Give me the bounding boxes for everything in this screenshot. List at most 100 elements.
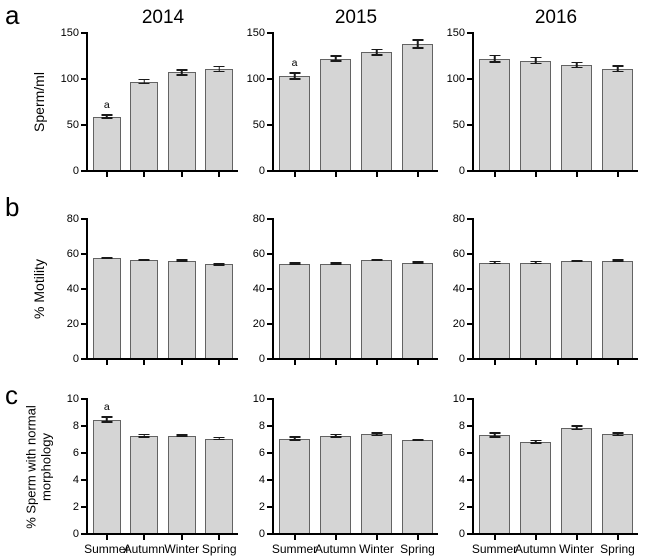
x-tick-mark bbox=[218, 360, 221, 365]
error-bar bbox=[371, 258, 382, 262]
x-tick-mark bbox=[493, 172, 496, 177]
chart-panel-a-0: Sperm/ml 0 50 100 150 2014 a bbox=[26, 0, 238, 192]
error-bar-cap-bottom bbox=[138, 82, 150, 85]
y-tick-mark bbox=[267, 78, 272, 80]
x-tick-mark bbox=[218, 535, 221, 540]
y-tick-mark bbox=[467, 533, 472, 535]
error-bar-cap-top bbox=[612, 259, 623, 261]
x-tick-mark bbox=[493, 535, 496, 540]
error-bar-cap-bottom bbox=[530, 62, 541, 65]
x-tick-mark bbox=[334, 360, 337, 365]
x-tick-mark bbox=[375, 360, 378, 365]
y-axis: 0 2 4 6 8 10 bbox=[52, 393, 86, 539]
error-bar-line bbox=[493, 54, 496, 63]
error-bar-cap-top bbox=[289, 436, 300, 438]
error-bar bbox=[101, 114, 113, 119]
error-bar-line bbox=[493, 432, 496, 438]
x-tick-label-autumn: Autumn bbox=[514, 542, 557, 556]
x-tick-mark bbox=[375, 535, 378, 540]
error-bar bbox=[330, 55, 341, 62]
plot-area-a-2: 2016 bbox=[472, 8, 638, 177]
y-axis-title-text: % Sperm with normal morphology bbox=[23, 404, 53, 529]
y-tick-label: 20 bbox=[452, 317, 465, 330]
error-bar-cap-top bbox=[176, 434, 188, 436]
error-bar-cap-bottom bbox=[412, 262, 423, 264]
error-bar-cap-bottom bbox=[571, 428, 582, 431]
y-axis: 0 20 40 60 80 bbox=[52, 213, 86, 364]
y-tick-mark bbox=[81, 358, 86, 360]
y-tick-label: 0 bbox=[72, 164, 79, 177]
bar-spring bbox=[402, 43, 433, 170]
bar-spring bbox=[205, 264, 234, 358]
y-axis: 0 50 100 150 bbox=[52, 27, 86, 176]
error-bar-cap-bottom bbox=[289, 439, 300, 441]
x-tick-label-summer: Summer bbox=[471, 542, 518, 556]
y-tick-mark bbox=[467, 398, 472, 400]
y-tick-mark bbox=[467, 218, 472, 220]
chart-panel-b-0: % Motility 0 20 40 60 80 bbox=[26, 192, 238, 380]
bar-winter bbox=[167, 435, 196, 533]
y-tick-mark bbox=[267, 452, 272, 454]
figure-row-a: a Sperm/ml 0 50 100 150 2014 a 0 50 100 150 2015 a 0 50… bbox=[0, 0, 658, 192]
column-title: 2015 bbox=[334, 7, 378, 28]
error-bar-cap-top bbox=[138, 78, 150, 81]
error-bar-line bbox=[106, 416, 108, 423]
x-tick-mark bbox=[293, 535, 296, 540]
y-tick-label: 80 bbox=[66, 212, 79, 225]
error-bar-cap-top bbox=[176, 69, 188, 71]
error-bar-cap-top bbox=[176, 259, 188, 261]
error-bar bbox=[612, 432, 623, 437]
error-bar bbox=[289, 72, 300, 80]
y-axis-title: % Sperm with normal morphology bbox=[23, 398, 53, 535]
x-tick-mark bbox=[534, 172, 537, 177]
error-bar bbox=[612, 65, 623, 73]
x-tick-mark bbox=[375, 172, 378, 177]
x-tick-label-summer: Summer bbox=[84, 542, 130, 556]
error-bar-line bbox=[575, 425, 578, 431]
x-tick-mark bbox=[180, 535, 183, 540]
y-tick-mark bbox=[267, 398, 272, 400]
error-bar-cap-top bbox=[138, 433, 150, 436]
x-tick-label-winter: Winter bbox=[359, 542, 394, 556]
y-tick-mark bbox=[467, 253, 472, 255]
y-axis: 0 2 4 6 8 10 bbox=[238, 393, 272, 539]
bar-autumn bbox=[320, 263, 351, 358]
error-bar bbox=[176, 259, 188, 263]
error-bar bbox=[213, 65, 225, 73]
y-tick-label: 100 bbox=[446, 72, 465, 85]
y-tick-mark bbox=[467, 32, 472, 34]
y-tick-mark bbox=[467, 358, 472, 360]
error-bar-cap-bottom bbox=[213, 264, 225, 266]
y-tick-label: 0 bbox=[458, 164, 465, 177]
y-tick-mark bbox=[267, 170, 272, 172]
chart-panel-a-1: 0 50 100 150 2015 a bbox=[238, 0, 438, 192]
x-tick-mark bbox=[493, 360, 496, 365]
y-tick-mark bbox=[467, 452, 472, 454]
error-bar-cap-top bbox=[612, 432, 623, 434]
y-tick-label: 4 bbox=[72, 473, 79, 486]
error-bar-line bbox=[218, 436, 220, 441]
x-tick-label-spring: Spring bbox=[201, 542, 237, 556]
y-tick-label: 20 bbox=[66, 317, 79, 330]
error-bar-cap-bottom bbox=[138, 259, 150, 262]
y-tick-label: 60 bbox=[66, 247, 79, 260]
error-bar-cap-bottom bbox=[213, 70, 225, 73]
y-tick-label: 50 bbox=[252, 118, 265, 131]
bar-autumn bbox=[520, 60, 551, 170]
y-tick-mark bbox=[267, 218, 272, 220]
y-tick-mark bbox=[267, 253, 272, 255]
error-bar bbox=[530, 439, 541, 444]
error-bar-cap-top bbox=[489, 54, 500, 57]
y-tick-label: 8 bbox=[458, 419, 465, 432]
error-bar-cap-top bbox=[571, 259, 582, 262]
error-bar bbox=[138, 78, 150, 85]
y-tick-label: 50 bbox=[452, 118, 465, 131]
error-bar bbox=[571, 259, 582, 263]
y-tick-label: 0 bbox=[458, 352, 465, 365]
x-tick-label-spring: Spring bbox=[400, 542, 435, 556]
y-tick-mark bbox=[81, 533, 86, 535]
error-bar bbox=[101, 416, 113, 423]
plot-area-a-0: 2014 a bbox=[86, 8, 238, 177]
figure-row-c: c% Sperm with normal morphology 0 2 4 6 8 10 a S… bbox=[0, 380, 658, 558]
y-axis-title: Sperm/ml bbox=[26, 32, 52, 172]
